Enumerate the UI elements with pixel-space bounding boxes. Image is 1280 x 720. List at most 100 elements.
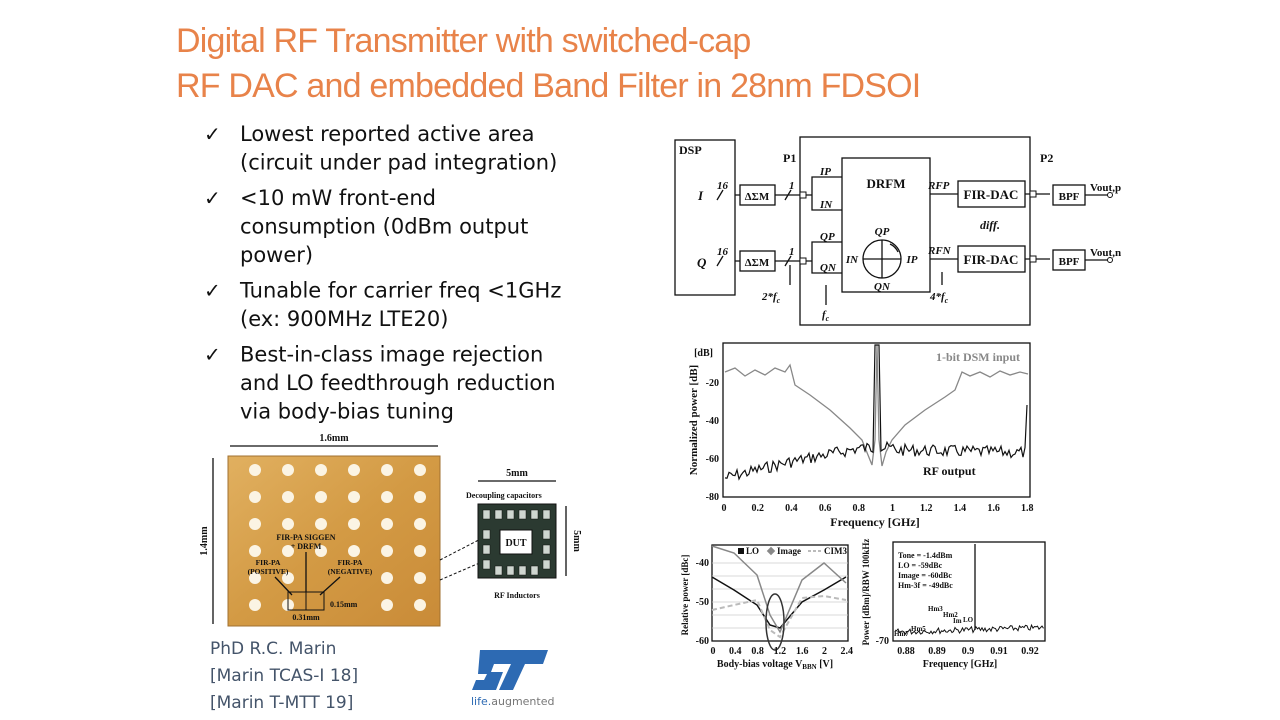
capacitor <box>482 559 491 570</box>
x-tick-label: 0.4 <box>729 646 742 657</box>
grid <box>712 562 848 629</box>
pad <box>315 545 327 557</box>
die-label: 0.15mm <box>330 600 358 609</box>
signal-label: Q <box>697 255 707 270</box>
bpf-box <box>1052 184 1086 206</box>
bullet-text: Tunable for carrier freq <1GHz <box>239 279 561 303</box>
port <box>799 191 807 199</box>
x-tick-label: 0.91 <box>990 646 1008 657</box>
vout-label: Vout,n <box>1090 247 1121 259</box>
tone-note: LO = -59dBc <box>898 561 943 570</box>
tone-spectrum <box>894 623 1044 635</box>
x-axis-label: Frequency [GHz] <box>923 659 998 670</box>
dsm-label: ΔΣM <box>745 191 770 203</box>
capacitor <box>494 565 503 576</box>
x-tick-label: 1 <box>890 503 895 514</box>
terminal <box>1107 192 1113 198</box>
pad <box>381 599 393 611</box>
bpf-label: BPF <box>1059 191 1080 203</box>
pad <box>282 572 294 584</box>
pad <box>414 518 426 530</box>
dim-label: 1.4mm <box>199 526 210 556</box>
clock-label: 2*fc <box>761 291 781 305</box>
phase-label: IN <box>845 254 859 266</box>
die <box>227 455 441 627</box>
capacitor <box>482 544 491 555</box>
credit: PhD R.C. Marin <box>210 639 336 659</box>
x-tick-label: 2.4 <box>841 646 854 657</box>
dsp-label: DSP <box>679 143 702 157</box>
title-line: RF DAC and embedded Band Filter in 28nm … <box>176 67 920 105</box>
capacitor <box>542 509 551 520</box>
diff-label: diff. <box>980 218 1000 232</box>
x-tick-label: 2 <box>822 646 827 657</box>
die-label: (NEGATIVE) <box>328 567 373 576</box>
x-tick-label: 1.4 <box>954 503 967 514</box>
highlight <box>765 593 785 651</box>
logo-tagline: life.augmented <box>471 695 554 708</box>
capacitors <box>482 509 551 576</box>
pad <box>381 464 393 476</box>
dut-label: DUT <box>505 538 526 549</box>
clock-sub: c <box>777 296 781 305</box>
x-tick-label: 1.2 <box>774 646 787 657</box>
check-mark: ✓ <box>204 279 221 303</box>
pad <box>348 545 360 557</box>
capacitor <box>530 509 539 520</box>
pad <box>348 491 360 503</box>
x-tick-label: 0.92 <box>1021 646 1039 657</box>
tone-note: Tone = -1.4dBm <box>898 551 953 560</box>
tone-note: Image = -60dBc <box>898 571 952 580</box>
pad <box>282 545 294 557</box>
bullet-text: power) <box>240 243 313 267</box>
legend-label: CIM3 <box>824 546 847 556</box>
dim-label: 5mm <box>506 468 528 479</box>
check-mark: ✓ <box>204 122 221 146</box>
y-axis-label: Relative power [dBc] <box>680 555 690 636</box>
chip-box <box>799 136 1031 326</box>
credit: [Marin T-MTT 19] <box>210 693 353 713</box>
dsm-box <box>739 250 776 272</box>
x-tick-label: 0.6 <box>819 503 832 514</box>
clock-label: fc <box>822 309 830 323</box>
y-tick-label: -50 <box>696 597 709 608</box>
package-label: RF Inductors <box>494 591 540 600</box>
input-label: QP <box>820 231 835 243</box>
pad <box>282 518 294 530</box>
block-outline <box>305 591 325 611</box>
legend-label: 1-bit DSM input <box>936 350 1020 364</box>
x-tick-label: 0.2 <box>751 503 764 514</box>
rf-label: RFN <box>927 245 952 257</box>
x-tick-label: 0.88 <box>897 646 915 657</box>
capacitor <box>482 529 491 540</box>
pad <box>414 545 426 557</box>
dsp-box <box>674 139 736 296</box>
check-mark: ✓ <box>204 186 221 210</box>
plot-frame <box>722 342 1031 498</box>
capacitor <box>518 565 527 576</box>
pad <box>414 491 426 503</box>
bit-label: 16 <box>717 246 729 258</box>
package-label: Decoupling capacitors <box>466 491 542 500</box>
phase-label: QP <box>875 226 890 238</box>
pad <box>381 572 393 584</box>
bullet-text: via body-bias tuning <box>240 400 454 424</box>
bus-slash <box>716 189 792 267</box>
y-tick-label: -20 <box>706 378 719 389</box>
bpf-box <box>1052 249 1086 271</box>
legend-marker <box>738 548 744 554</box>
clock-text: 2*f <box>761 291 778 303</box>
capacitor <box>482 509 491 520</box>
pad <box>315 518 327 530</box>
clock-sub: c <box>945 296 949 305</box>
phase-label: IP <box>906 254 918 266</box>
capacitor <box>494 509 503 520</box>
clock-sub: c <box>826 314 830 323</box>
st-logo: life.augmented <box>471 650 554 708</box>
port-label: P2 <box>1040 151 1053 165</box>
die-label: (POSITIVE) <box>248 567 289 576</box>
pointer <box>274 576 293 596</box>
pad <box>249 464 261 476</box>
pad <box>282 491 294 503</box>
